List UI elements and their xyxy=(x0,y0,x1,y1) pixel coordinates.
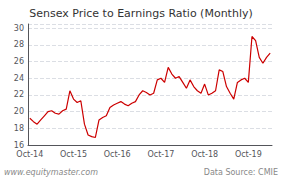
svg-text:Oct-14: Oct-14 xyxy=(16,150,43,159)
svg-text:24: 24 xyxy=(14,74,24,83)
svg-text:30: 30 xyxy=(14,24,24,33)
svg-text:Sensex Price to Earnings Ratio: Sensex Price to Earnings Ratio (Monthly) xyxy=(29,7,253,20)
svg-text:16: 16 xyxy=(14,141,24,150)
svg-text:20: 20 xyxy=(14,107,24,116)
svg-text:Oct-18: Oct-18 xyxy=(191,150,218,159)
svg-text:Data Source: CMIE: Data Source: CMIE xyxy=(204,168,278,177)
svg-text:Oct-15: Oct-15 xyxy=(60,150,87,159)
svg-text:26: 26 xyxy=(14,57,24,66)
svg-text:22: 22 xyxy=(14,90,24,99)
svg-text:Oct-17: Oct-17 xyxy=(147,150,174,159)
svg-text:www.equitymaster.com: www.equitymaster.com xyxy=(4,168,98,177)
svg-text:Oct-16: Oct-16 xyxy=(104,150,131,159)
svg-text:18: 18 xyxy=(14,124,24,133)
svg-text:28: 28 xyxy=(14,40,24,49)
svg-text:Oct-19: Oct-19 xyxy=(235,150,262,159)
